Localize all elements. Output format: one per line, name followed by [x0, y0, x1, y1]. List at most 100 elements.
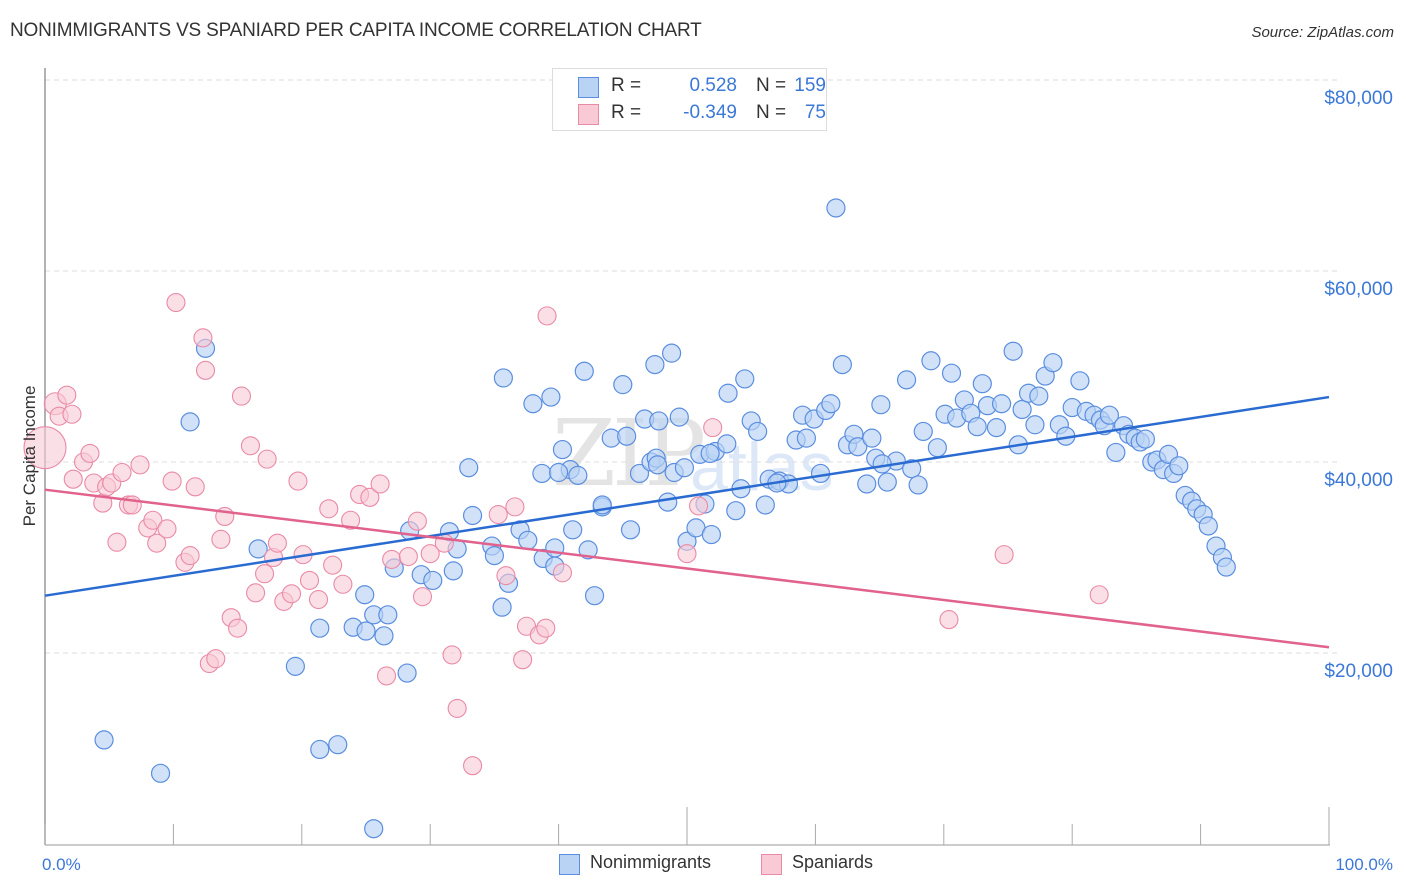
spaniards-point — [185, 477, 205, 497]
nonimmigrants-point — [927, 438, 947, 458]
nonimmigrants-point — [541, 387, 561, 407]
nonimmigrants-point — [584, 586, 605, 606]
nonimmigrants-point — [443, 561, 463, 581]
nonimmigrants-point — [896, 370, 917, 390]
nonimmigrants-point — [328, 735, 348, 755]
nonimmigrants-point — [248, 539, 268, 559]
x-tick-label: 100.0% — [1335, 855, 1393, 874]
nonimmigrants-point — [523, 394, 543, 414]
legend-label: Nonimmigrants — [590, 852, 712, 872]
nonimmigrants-point — [1003, 341, 1023, 361]
nonimmigrants-point — [796, 428, 817, 448]
nonimmigrants-point — [877, 472, 897, 492]
nonimmigrants-point — [374, 626, 394, 646]
gridlines — [45, 79, 1338, 654]
nonimmigrants-point — [462, 505, 483, 526]
spaniards-point — [112, 462, 132, 483]
nonimmigrants-point — [356, 621, 376, 641]
nonimmigrants-point — [661, 343, 682, 363]
spaniards-point — [398, 546, 418, 567]
nonimmigrants-point — [826, 198, 846, 218]
nonimmigrants-point — [718, 383, 738, 403]
y-tick-label: $40,000 — [1324, 470, 1393, 491]
spaniards-point — [677, 544, 697, 564]
nonimmigrants-point — [871, 395, 891, 415]
spaniards-point — [536, 618, 556, 638]
series-nonimmigrants-points — [94, 198, 1236, 839]
y-axis-title: Per Capita Income — [20, 386, 39, 527]
nonimmigrants-point — [150, 763, 171, 783]
nonimmigrants-point — [908, 475, 928, 495]
spaniards-point — [333, 574, 353, 594]
spaniards-point — [130, 455, 150, 475]
nonimmigrants-point — [674, 458, 695, 478]
spaniards-point — [193, 328, 213, 348]
legend-n-value: 75 — [804, 102, 826, 123]
nonimmigrants-point — [726, 501, 746, 521]
spaniards-point — [211, 529, 231, 549]
nonimmigrants-point — [669, 407, 689, 427]
nonimmigrants-point — [548, 462, 569, 483]
nonimmigrants-point — [180, 412, 200, 432]
spaniards-point — [1089, 585, 1109, 605]
legend-swatch-blue — [578, 77, 599, 98]
nonimmigrants-point — [810, 463, 831, 484]
nonimmigrants-point — [459, 458, 479, 478]
nonimmigrants-point — [848, 437, 868, 457]
spaniards-point — [281, 584, 302, 604]
nonimmigrants-point — [967, 417, 987, 437]
spaniards-point — [162, 471, 182, 491]
nonimmigrants-point — [378, 605, 398, 625]
nonimmigrants-point — [1135, 429, 1155, 449]
spaniards-point — [57, 385, 77, 405]
legend-swatch-pink — [578, 104, 599, 125]
nonimmigrants-point — [700, 443, 720, 464]
y-tick-label: $20,000 — [1324, 661, 1393, 682]
nonimmigrants-point — [645, 354, 665, 375]
nonimmigrants-point — [991, 394, 1012, 414]
spaniards-point — [308, 589, 329, 610]
nonimmigrants-point — [1099, 405, 1120, 425]
nonimmigrants-point — [355, 585, 375, 605]
axis-labels: $20,000 $40,000 $60,000 $80,000 0.0% 100.0% Pe… — [20, 88, 1393, 874]
x-tick-label: 0.0% — [42, 855, 81, 874]
nonimmigrants-point — [397, 663, 417, 683]
nonimmigrants-point — [518, 530, 538, 550]
spaniards-point — [412, 587, 433, 607]
nonimmigrants-point — [717, 434, 737, 454]
nonimmigrants-point — [1043, 353, 1063, 373]
spaniards-point — [240, 436, 260, 456]
nonimmigrants-point — [492, 597, 512, 617]
spaniards-point — [513, 650, 533, 670]
spaniards-point — [166, 292, 186, 313]
spaniards-point — [689, 496, 709, 516]
nonimmigrants-point — [285, 656, 305, 676]
legend-r-label: R = — [611, 102, 642, 123]
nonimmigrants-point — [484, 545, 504, 566]
spaniards-point — [360, 487, 380, 507]
spaniards-point — [80, 443, 100, 463]
nonimmigrants-point — [902, 459, 922, 479]
legend-n-value: 159 — [794, 75, 826, 96]
spaniards-point — [107, 532, 127, 552]
legend-swatch-blue — [559, 854, 580, 875]
spaniards-point — [488, 504, 508, 525]
spaniards-point — [703, 418, 723, 438]
nonimmigrants-point — [913, 421, 933, 442]
legend-label: Spaniards — [792, 852, 874, 872]
nonimmigrants-point — [1029, 386, 1049, 406]
nonimmigrants-point — [649, 411, 669, 431]
correlation-legend: R = 0.528 N = 159 R = -0.349 N = 75 — [552, 68, 827, 131]
spaniards-point — [319, 499, 339, 519]
spaniards-point — [62, 404, 82, 424]
chart-title: NONIMMIGRANTS VS SPANIARD PER CAPITA INC… — [10, 20, 702, 41]
legend-n-label: N = — [756, 102, 787, 123]
spaniards-point — [420, 544, 440, 564]
spaniards-point — [143, 510, 163, 530]
spaniards-point — [63, 469, 83, 489]
spaniards-point — [180, 546, 200, 566]
nonimmigrants-point — [1216, 557, 1236, 577]
spaniards-point — [23, 426, 67, 470]
spaniards-point — [994, 545, 1014, 565]
